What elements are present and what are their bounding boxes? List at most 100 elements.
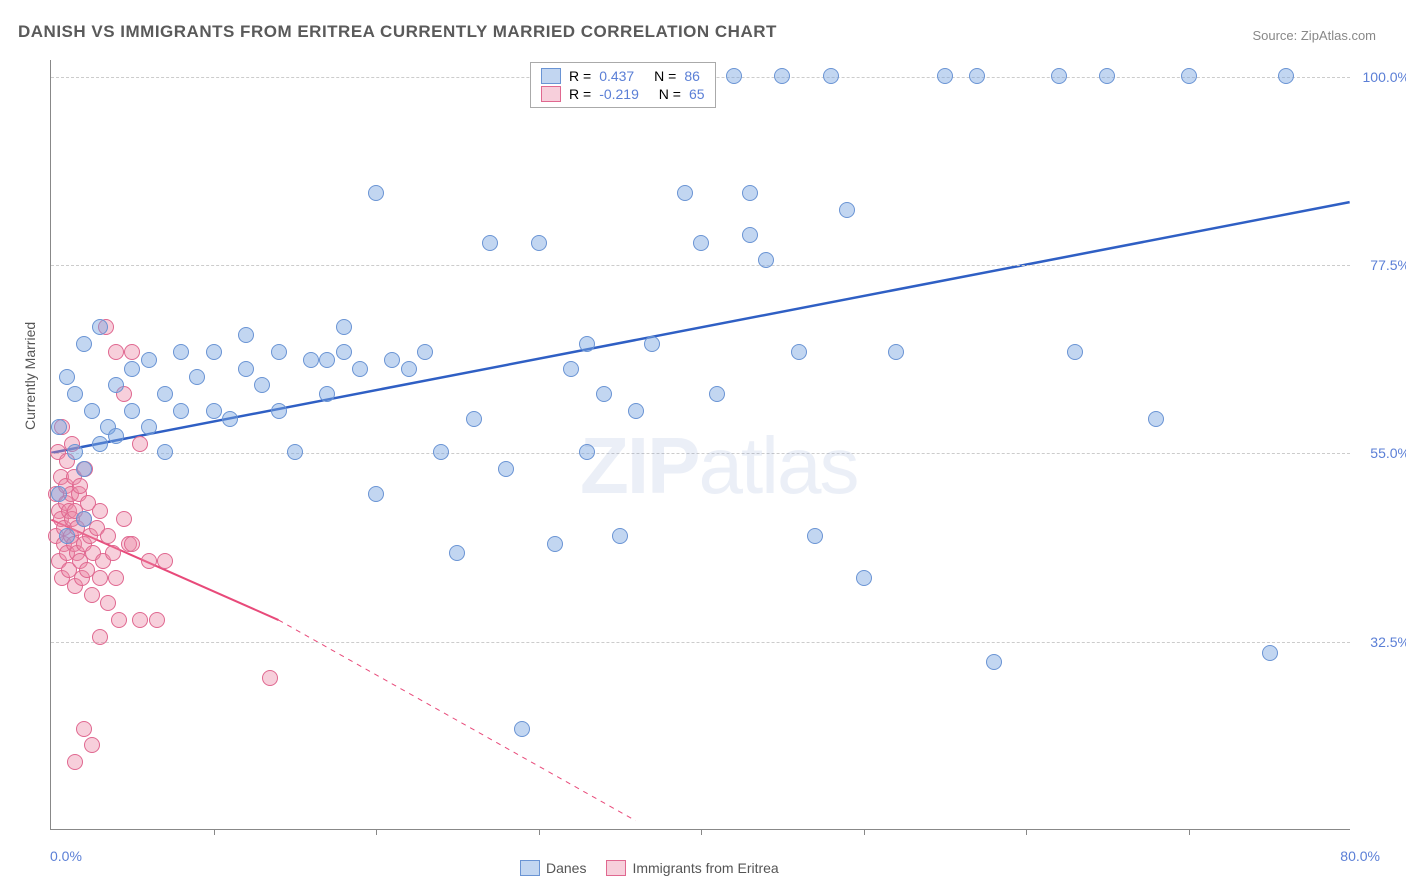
data-point (76, 461, 92, 477)
data-point (84, 737, 100, 753)
data-point (111, 612, 127, 628)
legend-item-danes: Danes (520, 860, 586, 876)
legend-row-danes: R = 0.437 N = 86 (541, 67, 705, 85)
data-point (384, 352, 400, 368)
x-tick (1026, 829, 1027, 835)
x-tick (539, 829, 540, 835)
data-point (417, 344, 433, 360)
y-axis-label: Currently Married (22, 322, 38, 430)
legend-row-eritrea: R = -0.219 N = 65 (541, 85, 705, 103)
data-point (76, 511, 92, 527)
data-point (206, 344, 222, 360)
correlation-legend: R = 0.437 N = 86 R = -0.219 N = 65 (530, 62, 716, 108)
data-point (693, 235, 709, 251)
x-tick-left: 0.0% (50, 848, 82, 864)
data-point (157, 386, 173, 402)
data-point (108, 377, 124, 393)
legend-label-danes: Danes (546, 860, 586, 876)
data-point (937, 68, 953, 84)
x-tick (864, 829, 865, 835)
data-point (84, 403, 100, 419)
y-tick-label: 77.5% (1370, 257, 1406, 273)
x-tick (214, 829, 215, 835)
data-point (1051, 68, 1067, 84)
data-point (839, 202, 855, 218)
data-point (563, 361, 579, 377)
data-point (271, 344, 287, 360)
swatch-danes (541, 68, 561, 84)
data-point (92, 319, 108, 335)
data-point (67, 444, 83, 460)
data-point (368, 185, 384, 201)
data-point (141, 553, 157, 569)
data-point (466, 411, 482, 427)
data-point (271, 403, 287, 419)
data-point (531, 235, 547, 251)
data-point (969, 68, 985, 84)
data-point (108, 570, 124, 586)
data-point (72, 478, 88, 494)
data-point (677, 185, 693, 201)
data-point (1099, 68, 1115, 84)
source-attribution: Source: ZipAtlas.com (1252, 28, 1376, 43)
data-point (262, 670, 278, 686)
data-point (76, 721, 92, 737)
data-point (1067, 344, 1083, 360)
data-point (157, 444, 173, 460)
data-point (303, 352, 319, 368)
data-point (287, 444, 303, 460)
data-point (59, 528, 75, 544)
data-point (173, 344, 189, 360)
data-point (157, 553, 173, 569)
data-point (644, 336, 660, 352)
swatch-eritrea (541, 86, 561, 102)
data-point (758, 252, 774, 268)
data-point (189, 369, 205, 385)
data-point (628, 403, 644, 419)
data-point (254, 377, 270, 393)
r-value-danes: 0.437 (599, 68, 634, 84)
data-point (116, 511, 132, 527)
data-point (547, 536, 563, 552)
x-tick (376, 829, 377, 835)
swatch-danes-bottom (520, 860, 540, 876)
legend-item-eritrea: Immigrants from Eritrea (606, 860, 778, 876)
data-point (141, 352, 157, 368)
gridline (51, 265, 1350, 266)
data-point (67, 386, 83, 402)
data-point (124, 403, 140, 419)
data-point (612, 528, 628, 544)
data-point (986, 654, 1002, 670)
data-point (84, 587, 100, 603)
y-tick-label: 100.0% (1363, 69, 1406, 85)
data-point (141, 419, 157, 435)
data-point (514, 721, 530, 737)
data-point (433, 444, 449, 460)
data-point (709, 386, 725, 402)
data-point (482, 235, 498, 251)
data-point (319, 352, 335, 368)
r-value-eritrea: -0.219 (599, 86, 639, 102)
data-point (92, 436, 108, 452)
data-point (59, 369, 75, 385)
series-legend: Danes Immigrants from Eritrea (520, 860, 779, 876)
data-point (579, 336, 595, 352)
data-point (51, 419, 67, 435)
x-tick (701, 829, 702, 835)
data-point (132, 612, 148, 628)
data-point (51, 486, 67, 502)
data-point (92, 570, 108, 586)
gridline (51, 642, 1350, 643)
data-point (742, 227, 758, 243)
data-point (124, 361, 140, 377)
data-point (726, 68, 742, 84)
data-point (92, 503, 108, 519)
data-point (742, 185, 758, 201)
swatch-eritrea-bottom (606, 860, 626, 876)
data-point (92, 629, 108, 645)
data-point (238, 361, 254, 377)
data-point (791, 344, 807, 360)
data-point (173, 403, 189, 419)
data-point (105, 545, 121, 561)
data-point (352, 361, 368, 377)
